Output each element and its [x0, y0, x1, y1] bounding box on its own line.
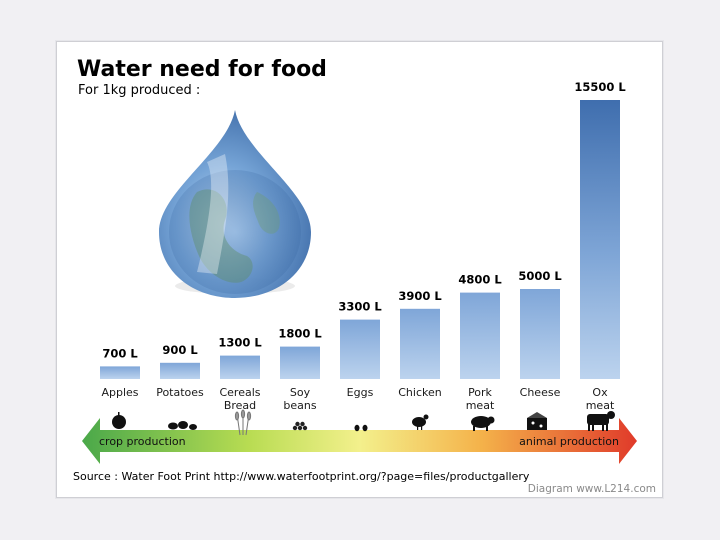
bars-group: 700 L Apples 900 L Potatoes 1300 L CerealsBre…	[100, 80, 626, 412]
cow-icon	[587, 411, 615, 431]
value-label: 1800 L	[278, 327, 322, 341]
category-label: Apples	[101, 386, 138, 399]
chart-title: Water need for food	[77, 57, 327, 82]
source-text: Source : Water Foot Print http://www.wat…	[73, 470, 530, 483]
value-label: 3900 L	[398, 289, 442, 303]
value-label: 5000 L	[518, 269, 562, 283]
soybeans-icon	[292, 421, 308, 431]
production-arrow: crop production animal production	[82, 418, 637, 464]
category-label: Potatoes	[156, 386, 204, 399]
bar-chicken	[400, 308, 440, 379]
chicken-icon	[412, 414, 429, 430]
category-icons	[112, 409, 615, 436]
category-label: beans	[283, 399, 316, 412]
bar-cheese	[520, 289, 560, 379]
bar-eggs	[340, 319, 380, 379]
bar-chart: Water need for food For 1kg produced : 7…	[73, 57, 656, 495]
category-label: Pork	[468, 386, 492, 399]
bar-cereals-bread	[220, 355, 260, 379]
value-label: 3300 L	[338, 300, 382, 314]
value-label: 700 L	[102, 346, 138, 360]
category-label: Ox	[592, 386, 608, 399]
category-label: Soy	[290, 386, 311, 399]
chart-subtitle: For 1kg produced :	[78, 83, 200, 98]
water-drop-globe-image	[159, 110, 311, 298]
bar-soy-beans	[280, 346, 320, 379]
category-label: Eggs	[347, 386, 374, 399]
animal-production-label: animal production	[519, 435, 619, 448]
bar-pork-meat	[460, 292, 500, 379]
bar-apples	[100, 366, 140, 379]
value-label: 900 L	[162, 343, 198, 357]
bar-ox-meat	[580, 100, 620, 379]
category-label: Bread	[224, 399, 256, 412]
pig-icon	[471, 416, 495, 431]
category-label: Cereals	[219, 386, 260, 399]
potatoes-icon	[168, 421, 197, 430]
value-label: 15500 L	[574, 80, 626, 94]
value-label: 1300 L	[218, 336, 262, 350]
value-label: 4800 L	[458, 273, 502, 287]
chart-card: Water need for food For 1kg produced : 7…	[56, 41, 663, 498]
category-label: Cheese	[520, 386, 561, 399]
category-label: Chicken	[398, 386, 442, 399]
eggs-icon	[354, 424, 368, 432]
cheese-icon	[527, 412, 547, 430]
crop-production-label: crop production	[99, 435, 186, 448]
bar-potatoes	[160, 362, 200, 379]
category-label: meat	[466, 399, 495, 412]
category-label: meat	[586, 399, 615, 412]
credit-text: Diagram www.L214.com	[528, 483, 656, 495]
wheat-icon	[234, 409, 252, 436]
apple-icon	[112, 412, 126, 429]
